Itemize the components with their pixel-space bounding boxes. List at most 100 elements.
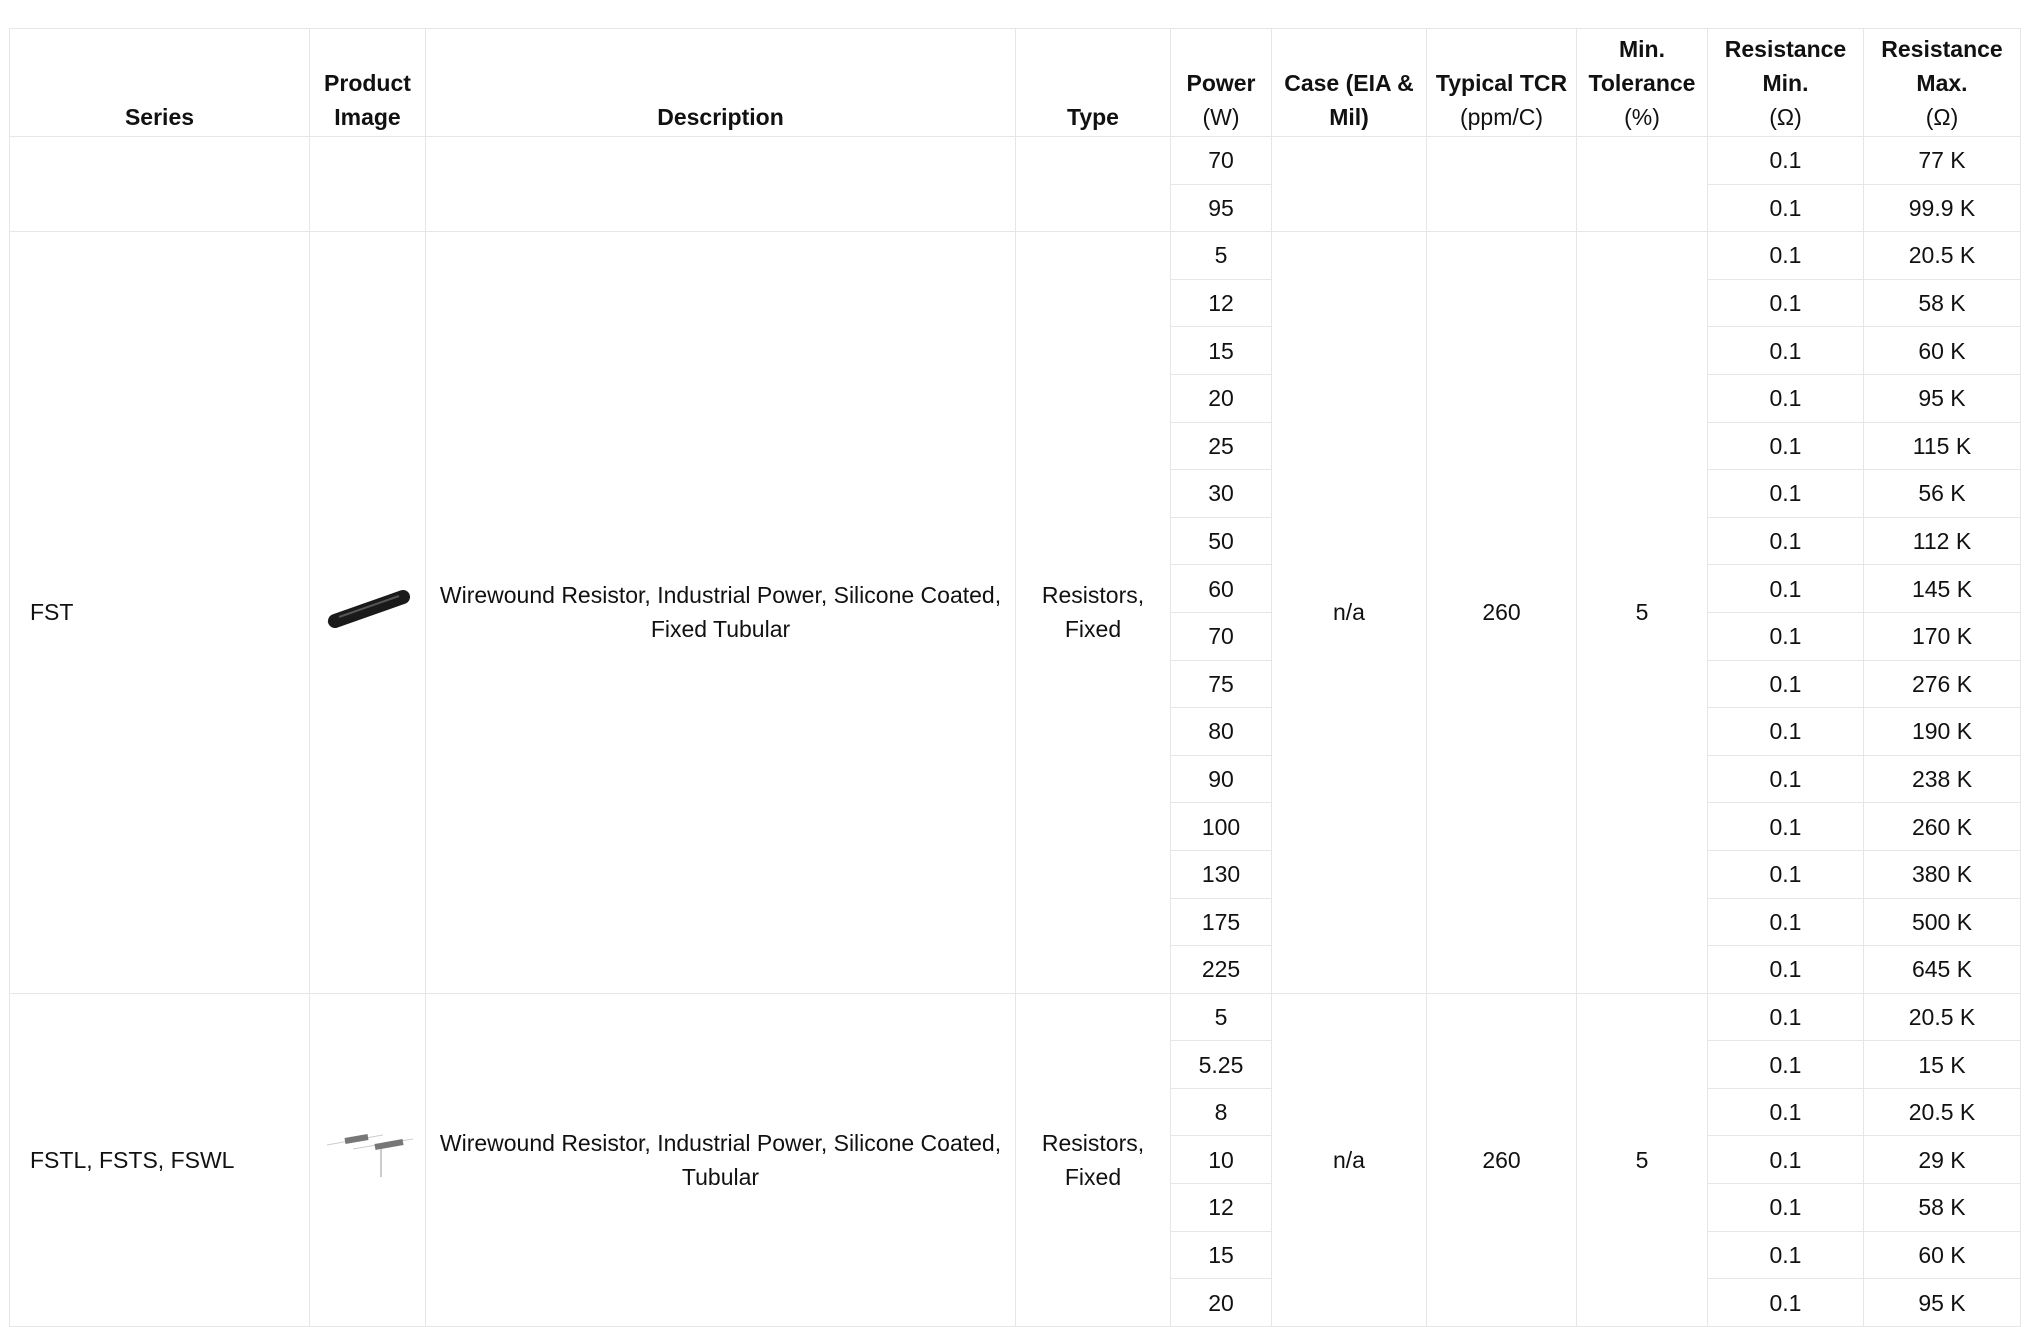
power-cell: 100 [1170, 802, 1272, 851]
power-cell: 8 [1170, 1087, 1272, 1137]
power-cell: 70 [1170, 136, 1272, 185]
header-title: Description [657, 104, 784, 130]
power-cell: 5 [1170, 992, 1272, 1042]
power-cell: 80 [1170, 707, 1272, 756]
power-cell: 12 [1170, 278, 1272, 328]
resistance-min-cell: 0.1 [1707, 1087, 1864, 1137]
power-cell: 175 [1170, 897, 1272, 947]
resistance-max-cell: 238 K [1863, 754, 2021, 804]
table-row: 60 0.1 145 K [10, 564, 2021, 613]
resistance-max-cell: 15 K [1863, 1040, 2021, 1089]
table-row: 75 0.1 276 K [10, 659, 2021, 709]
resistance-min-cell: 0.1 [1707, 659, 1864, 709]
table-row: FSTL, FSTS, FSWL Wirewound Resistor, Indu… [9, 992, 2021, 1327]
power-cell: 15 [1170, 1230, 1272, 1280]
product-image [309, 231, 426, 994]
column-header: Resistance Max. (Ω) [1863, 28, 2021, 137]
series-cell: FST [9, 231, 310, 994]
header-title: Resistance Max. [1881, 36, 2003, 96]
power-cell: 225 [1170, 945, 1272, 994]
resistance-min-cell: 0.1 [1707, 326, 1864, 375]
header-unit: (%) [1624, 104, 1660, 130]
power-cell: 75 [1170, 659, 1272, 709]
resistance-min-cell: 0.1 [1707, 421, 1864, 471]
resistance-max-cell: 645 K [1863, 945, 2021, 994]
tcr-cell: 260 [1426, 992, 1577, 1327]
header-title: Typical TCR [1435, 70, 1568, 96]
tcr-cell: 260 [1426, 231, 1577, 994]
header-unit: (Ω) [1925, 104, 1959, 130]
resistance-min-cell: 0.1 [1707, 469, 1864, 518]
header-title: Min. Tolerance [1588, 36, 1696, 96]
column-header: Case (EIA & Mil) [1271, 28, 1427, 137]
product-image [309, 135, 426, 233]
case-cell [1271, 135, 1427, 233]
table-row: 12 0.1 58 K [10, 278, 2021, 328]
resistance-min-cell: 0.1 [1707, 564, 1864, 613]
resistance-max-cell: 58 K [1863, 1183, 2021, 1232]
description-cell: Wirewound Resistor, Industrial Power, Si… [425, 992, 1016, 1327]
resistance-min-cell: 0.1 [1707, 992, 1864, 1042]
resistance-max-cell: 112 K [1863, 516, 2021, 566]
resistance-max-cell: 60 K [1863, 326, 2021, 375]
resistance-max-cell: 95 K [1863, 1278, 2021, 1327]
resistance-max-cell: 20.5 K [1863, 992, 2021, 1042]
table-row: 100 0.1 260 K [10, 802, 2021, 851]
resistance-min-cell: 0.1 [1707, 183, 1864, 233]
type-cell: Resistors, Fixed [1015, 231, 1171, 994]
power-cell: 95 [1170, 183, 1272, 233]
column-header: Power (W) [1170, 28, 1272, 137]
resistance-max-cell: 58 K [1863, 278, 2021, 328]
power-cell: 15 [1170, 326, 1272, 375]
column-header: Description [425, 28, 1016, 137]
resistance-max-cell: 99.9 K [1863, 183, 2021, 233]
power-cell: 5 [1170, 231, 1272, 280]
table-row: 80 0.1 190 K [10, 707, 2021, 756]
table-body: 70 0.1 77 K 95 0.1 99.9 K FST Wirewound Resisto… [9, 135, 2021, 1327]
resistance-max-cell: 260 K [1863, 802, 2021, 851]
resistance-max-cell: 95 K [1863, 373, 2021, 423]
resistance-max-cell: 29 K [1863, 1135, 2021, 1185]
case-cell: n/a [1271, 231, 1427, 994]
resistance-min-cell: 0.1 [1707, 278, 1864, 328]
header-title: Resistance Min. [1724, 36, 1847, 96]
tolerance-cell: 5 [1576, 992, 1708, 1327]
header-unit: (W) [1202, 104, 1240, 130]
table-row: 10 0.1 29 K [10, 1135, 2021, 1185]
column-header: Series [9, 28, 310, 137]
resistance-min-cell: 0.1 [1707, 849, 1864, 899]
resistance-min-cell: 0.1 [1707, 1135, 1864, 1185]
resistor-icon [326, 589, 410, 628]
header-row: Series Product Image Description Type Power (… [9, 28, 2021, 137]
resistance-max-cell: 380 K [1863, 849, 2021, 899]
table-row: 15 0.1 60 K [10, 326, 2021, 375]
header-title: Series [124, 104, 195, 130]
resistance-min-cell: 0.1 [1707, 136, 1864, 185]
table-wrap: Series Product Image Description Type Power (… [9, 28, 2021, 1327]
resistance-min-cell: 0.1 [1707, 707, 1864, 756]
table-row: FST Wirewound Resistor, Industrial Power,… [9, 231, 2021, 994]
resistance-min-cell: 0.1 [1707, 231, 1864, 280]
resistance-max-cell: 145 K [1863, 564, 2021, 613]
series-cell [9, 135, 310, 233]
resistance-min-cell: 0.1 [1707, 1040, 1864, 1089]
power-cell: 30 [1170, 469, 1272, 518]
power-cell: 5.25 [1170, 1040, 1272, 1089]
table-row: 225 0.1 645 K [10, 945, 2021, 994]
column-header: Typical TCR (ppm/C) [1426, 28, 1577, 137]
type-cell [1015, 135, 1171, 233]
table-row: 70 0.1 77 K [9, 135, 2021, 233]
table-row: 20 0.1 95 K [10, 373, 2021, 423]
header-title: Product Image [324, 70, 411, 130]
resistance-min-cell: 0.1 [1707, 1183, 1864, 1232]
power-cell: 10 [1170, 1135, 1272, 1185]
column-header: Product Image [309, 28, 426, 137]
table-row: 70 0.1 170 K [10, 611, 2021, 661]
resistance-max-cell: 77 K [1863, 136, 2021, 185]
column-header: Min. Tolerance (%) [1576, 28, 1708, 137]
resistance-min-cell: 0.1 [1707, 373, 1864, 423]
resistance-min-cell: 0.1 [1707, 611, 1864, 661]
product-image [309, 992, 426, 1327]
resistance-min-cell: 0.1 [1707, 802, 1864, 851]
type-cell: Resistors, Fixed [1015, 992, 1171, 1327]
